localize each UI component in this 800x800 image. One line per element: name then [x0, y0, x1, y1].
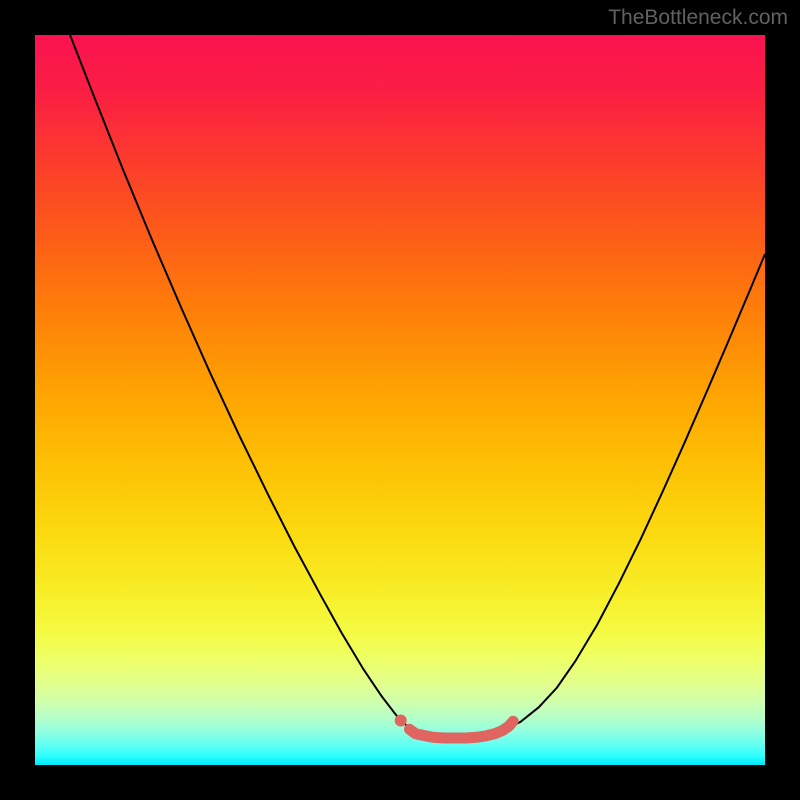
plot-area: [35, 35, 765, 765]
bottleneck-curve: [70, 35, 765, 737]
watermark-text: TheBottleneck.com: [608, 6, 788, 30]
curve-layer: [35, 35, 765, 765]
chart-container: TheBottleneck.com: [0, 0, 800, 800]
highlight-segment: [409, 721, 513, 738]
highlight-dot: [395, 714, 407, 726]
